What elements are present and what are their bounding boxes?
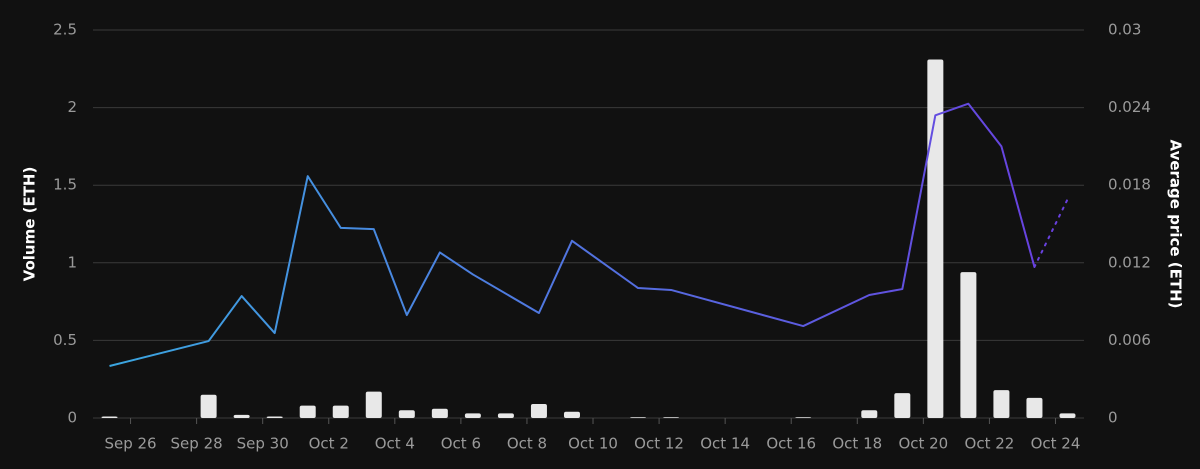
y2-tick-label: 0.018 [1108,176,1151,194]
x-tick-label: Oct 14 [700,435,750,453]
bar [101,416,118,418]
y-tick-label: 1.5 [53,176,77,194]
y-axis-title: Volume (ETH) [21,167,39,282]
x-tick-label: Sep 28 [171,435,223,453]
bar [663,417,680,418]
y2-axis-title: Average price (ETH) [1167,140,1185,309]
x-tick-label: Oct 20 [898,435,948,453]
price-line [109,102,1036,367]
y-tick-label: 2.5 [53,21,77,39]
x-tick-label: Oct 16 [766,435,816,453]
bar [266,416,283,418]
bar [497,413,514,418]
x-tick-label: Oct 12 [634,435,684,453]
bar [398,410,415,418]
bar [1059,413,1076,418]
y2-tick-label: 0 [1108,409,1118,427]
bar [927,59,944,418]
y-tick-label: 2 [67,98,77,116]
y2-tick-label: 0.03 [1108,21,1141,39]
bar [299,405,316,418]
x-tick-label: Oct 8 [507,435,547,453]
x-tick-label: Oct 4 [375,435,415,453]
y2-tick-label: 0.012 [1108,253,1151,271]
y-tick-label: 0.5 [53,331,77,349]
bar [630,417,647,418]
bar [993,390,1010,418]
y2-tick-label: 0.006 [1108,331,1151,349]
bar [464,413,481,418]
bar [233,414,250,418]
bar [1026,397,1043,418]
bar [431,408,448,418]
x-tick-label: Sep 26 [104,435,156,453]
bar [960,272,977,418]
x-tick-label: Oct 10 [568,435,618,453]
bar [530,404,547,418]
x-tick-label: Sep 30 [237,435,289,453]
y2-tick-label: 0.024 [1108,98,1151,116]
x-tick-label: Oct 24 [1031,435,1081,453]
x-tick-label: Oct 18 [832,435,882,453]
x-tick-label: Oct 2 [309,435,349,453]
bar [894,393,911,418]
bar [563,411,580,418]
y-tick-label: 0 [67,409,77,427]
bar [861,410,878,418]
x-tick-label: Oct 22 [965,435,1015,453]
bar [200,394,217,418]
x-tick-label: Oct 6 [441,435,481,453]
bar [332,405,349,418]
y-tick-label: 1 [67,253,77,271]
bar [365,391,382,418]
bar [795,417,812,418]
